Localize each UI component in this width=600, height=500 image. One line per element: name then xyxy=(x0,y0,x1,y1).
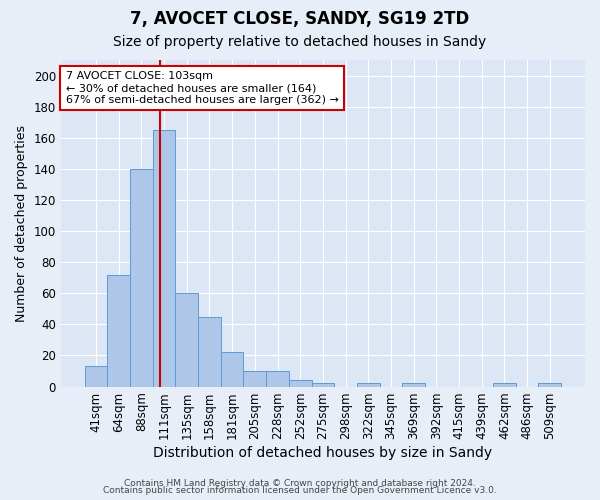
X-axis label: Distribution of detached houses by size in Sandy: Distribution of detached houses by size … xyxy=(154,446,493,460)
Bar xyxy=(357,384,380,386)
Text: 7, AVOCET CLOSE, SANDY, SG19 2TD: 7, AVOCET CLOSE, SANDY, SG19 2TD xyxy=(130,10,470,28)
Bar xyxy=(175,294,198,386)
Bar xyxy=(221,352,244,386)
Bar xyxy=(538,384,561,386)
Bar xyxy=(198,316,221,386)
Bar xyxy=(107,274,130,386)
Bar xyxy=(493,384,516,386)
Bar xyxy=(289,380,311,386)
Text: 7 AVOCET CLOSE: 103sqm
← 30% of detached houses are smaller (164)
67% of semi-de: 7 AVOCET CLOSE: 103sqm ← 30% of detached… xyxy=(66,72,339,104)
Text: Contains public sector information licensed under the Open Government Licence v3: Contains public sector information licen… xyxy=(103,486,497,495)
Text: Contains HM Land Registry data © Crown copyright and database right 2024.: Contains HM Land Registry data © Crown c… xyxy=(124,478,476,488)
Bar xyxy=(152,130,175,386)
Bar xyxy=(130,169,152,386)
Bar xyxy=(266,371,289,386)
Y-axis label: Number of detached properties: Number of detached properties xyxy=(15,125,28,322)
Bar xyxy=(244,371,266,386)
Text: Size of property relative to detached houses in Sandy: Size of property relative to detached ho… xyxy=(113,35,487,49)
Bar xyxy=(85,366,107,386)
Bar xyxy=(403,384,425,386)
Bar xyxy=(311,384,334,386)
